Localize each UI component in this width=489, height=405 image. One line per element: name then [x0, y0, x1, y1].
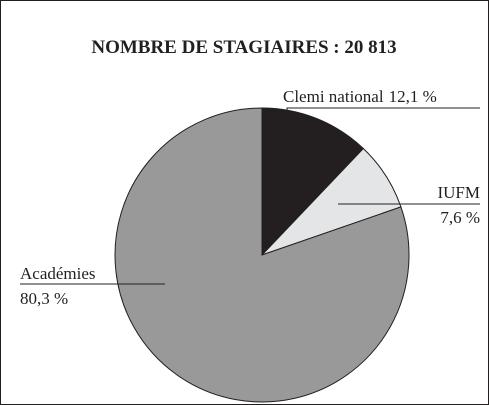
value-label: 12,1 % [389, 87, 437, 106]
category-label: Clemi national [283, 87, 384, 106]
slice-label: Clemi national 12,1 % [283, 87, 437, 106]
category-label: IUFM [437, 183, 480, 202]
leader-line [286, 107, 480, 170]
pie-slice [114, 107, 410, 403]
chart-title: NOMBRE DE STAGIAIRES : 20 813 [91, 37, 396, 58]
value-label: 80,3 % [20, 289, 68, 308]
pie [114, 107, 410, 403]
value-label: 7,6 % [440, 208, 480, 227]
category-label: Académies [20, 264, 96, 283]
